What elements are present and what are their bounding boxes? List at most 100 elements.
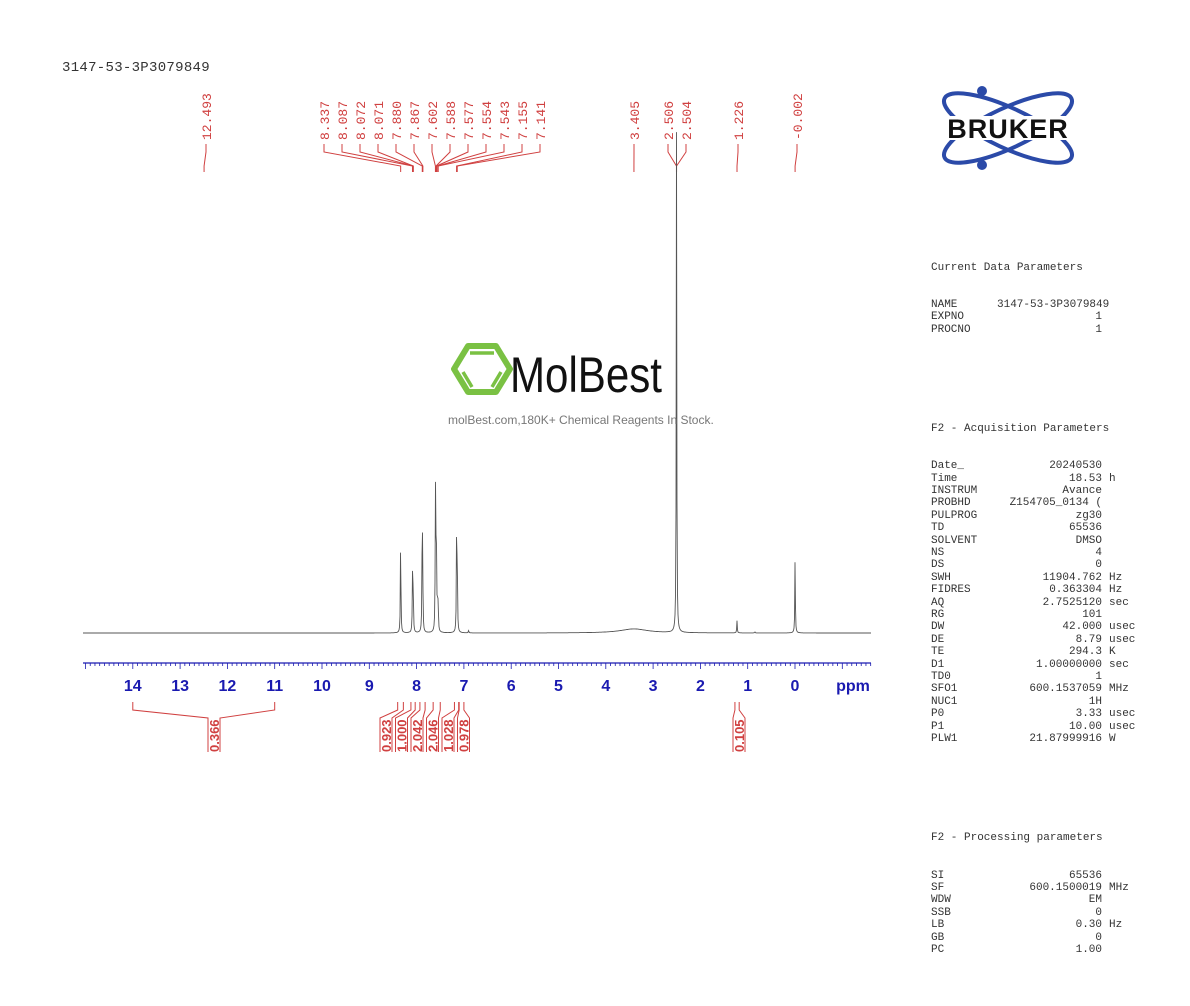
param-row-name: NAME 3147-53-3P3079849 xyxy=(931,299,1135,311)
param-unit xyxy=(1102,547,1109,559)
param-key: TD xyxy=(931,522,945,535)
param-unit: MHz xyxy=(1109,683,1129,696)
svg-text:8.071: 8.071 xyxy=(372,101,387,140)
acquisition-parameters-panel: Current Data Parameters NAME 3147-53-3P30… xyxy=(931,212,1135,1006)
param-row-te: TE 294.3 K xyxy=(931,646,1135,658)
param-value: 600.1537059 xyxy=(1029,683,1102,696)
param-row-rg: RG 101 xyxy=(931,609,1135,621)
param-unit xyxy=(1102,671,1109,683)
param-key: SOLVENT xyxy=(931,534,978,547)
param-key: P1 xyxy=(931,720,945,733)
svg-text:7.602: 7.602 xyxy=(426,101,441,140)
param-key: INSTRUM xyxy=(931,484,978,497)
param-row-pc: PC 1.00 xyxy=(931,944,1135,956)
param-unit xyxy=(1102,559,1109,571)
svg-text:2.506: 2.506 xyxy=(662,101,677,140)
param-value: 3147-53-3P3079849 xyxy=(997,298,1110,311)
param-unit xyxy=(1102,460,1109,472)
param-unit xyxy=(1102,696,1109,708)
param-value: 21.87999916 xyxy=(1029,733,1102,746)
param-unit: usec xyxy=(1109,621,1136,634)
param-key: Date_ xyxy=(931,460,965,473)
param-row-aq: AQ 2.7525120 sec xyxy=(931,597,1135,609)
svg-text:7: 7 xyxy=(459,678,468,695)
param-row-p0: P0 3.33 usec xyxy=(931,708,1135,720)
param-value: 18.53 xyxy=(1068,472,1102,485)
param-unit: sec xyxy=(1109,596,1129,609)
param-unit xyxy=(1102,907,1109,919)
param-unit xyxy=(1102,497,1109,509)
nmr-spectrum-chart: 12.493 8.337 8.087 8.072 8.071 7.880 7.867 7.60… xyxy=(83,93,872,752)
svg-text:7.141: 7.141 xyxy=(534,101,549,140)
param-unit xyxy=(1102,535,1109,547)
param-key: PLW1 xyxy=(931,733,958,746)
param-value: 101 xyxy=(1082,608,1102,621)
param-unit xyxy=(1102,894,1109,906)
param-value: 0 xyxy=(1095,559,1102,572)
param-row-time: Time 18.53 h xyxy=(931,473,1135,485)
svg-text:8.337: 8.337 xyxy=(318,101,333,140)
svg-text:0.923: 0.923 xyxy=(379,719,394,752)
param-unit: usec xyxy=(1109,720,1136,733)
param-key: D1 xyxy=(931,658,945,671)
svg-text:13: 13 xyxy=(171,678,189,695)
sample-name: 3147-53-3P3079849 xyxy=(62,60,210,76)
svg-text:-0.002: -0.002 xyxy=(791,93,806,140)
svg-text:1.226: 1.226 xyxy=(732,101,747,140)
svg-text:4: 4 xyxy=(601,678,610,695)
param-key: SF xyxy=(931,881,945,894)
param-key: NAME xyxy=(931,298,958,311)
f2-processing-parameters: F2 - Processing parameters SI 65536 SF 600.… xyxy=(931,807,1135,981)
param-key: PROCNO xyxy=(931,323,971,336)
param-value: Avance xyxy=(1062,484,1102,497)
param-row-ds: DS 0 xyxy=(931,559,1135,571)
param-value: 11904.762 xyxy=(1042,571,1102,584)
param-value: zg30 xyxy=(1075,509,1102,522)
section-title: F2 - Acquisition Parameters xyxy=(931,422,1110,435)
param-row-d1: D1 1.00000000 sec xyxy=(931,659,1135,671)
svg-text:7.155: 7.155 xyxy=(516,101,531,140)
bruker-logo: BRUKER xyxy=(922,82,1094,174)
svg-text:8: 8 xyxy=(412,678,421,695)
param-unit: usec xyxy=(1109,708,1136,721)
peak-labels: 12.493 8.337 8.087 8.072 8.071 7.880 7.867 7.60… xyxy=(200,93,806,172)
svg-text:11: 11 xyxy=(266,678,283,695)
param-key: AQ xyxy=(931,596,945,609)
param-row-solvent: SOLVENT DMSO xyxy=(931,535,1135,547)
svg-text:ppm: ppm xyxy=(836,678,870,695)
svg-text:6: 6 xyxy=(507,678,516,695)
param-row-wdw: WDW EM xyxy=(931,894,1135,906)
svg-text:7.543: 7.543 xyxy=(498,101,513,140)
param-unit: Hz xyxy=(1109,584,1123,597)
param-value: 42.000 xyxy=(1062,621,1102,634)
param-value: Z154705_0134 ( xyxy=(1009,497,1102,510)
svg-text:14: 14 xyxy=(124,678,142,695)
param-value: 294.3 xyxy=(1068,646,1102,659)
param-row-si: SI 65536 xyxy=(931,870,1135,882)
param-row-de: DE 8.79 usec xyxy=(931,634,1135,646)
param-key: DS xyxy=(931,559,945,572)
param-value: EM xyxy=(1088,894,1102,907)
svg-text:5: 5 xyxy=(554,678,563,695)
ppm-axis: 14 13 12 11 10 9 8 7 6 5 4 3 2 1 0 ppm xyxy=(83,662,872,695)
param-row-expno: EXPNO 1 xyxy=(931,311,1135,323)
param-value: 20240530 xyxy=(1049,460,1102,473)
svg-text:0.105: 0.105 xyxy=(732,719,747,752)
param-value: 1 xyxy=(1095,311,1102,324)
param-row-date_: Date_ 20240530 xyxy=(931,460,1135,472)
param-unit: h xyxy=(1109,472,1116,485)
svg-text:8.072: 8.072 xyxy=(354,101,369,140)
svg-text:2.046: 2.046 xyxy=(426,719,441,752)
param-key: NUC1 xyxy=(931,695,958,708)
param-unit: K xyxy=(1109,646,1116,659)
param-value: 0 xyxy=(1095,906,1102,919)
param-row-instrum: INSTRUM Avance xyxy=(931,485,1135,497)
atom-orbit-icon: BRUKER xyxy=(924,86,1092,170)
param-row-procno: PROCNO 1 xyxy=(931,324,1135,336)
param-key: PROBHD xyxy=(931,497,971,510)
param-key: PC xyxy=(931,943,945,956)
param-unit xyxy=(1102,485,1109,497)
bruker-wordmark: BRUKER xyxy=(947,114,1069,144)
svg-text:7.554: 7.554 xyxy=(480,101,495,140)
molbest-brand: MolBest xyxy=(510,347,662,403)
